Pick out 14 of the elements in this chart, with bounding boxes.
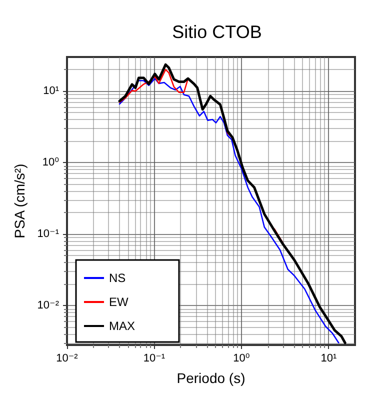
legend-label: NS (109, 271, 126, 285)
x-tick-label: 10⁻¹ (143, 352, 166, 364)
y-tick-label: 10¹ (43, 85, 60, 98)
chart-title: Sitio CTOB (172, 22, 262, 42)
x-tick-label: 10⁰ (233, 352, 250, 364)
legend-label: EW (109, 295, 130, 309)
x-tick-label: 10¹ (320, 352, 338, 364)
y-axis-title: PSA (cm/s²) (11, 164, 28, 238)
y-tick-label: 10⁻² (37, 299, 60, 312)
legend-label: MAX (109, 319, 136, 333)
y-tick-label: 10⁻¹ (37, 228, 60, 240)
x-tick-label: 10⁻² (56, 352, 78, 364)
x-axis-title: Periodo (s) (176, 370, 246, 386)
y-tick-label: 10⁰ (42, 156, 60, 169)
